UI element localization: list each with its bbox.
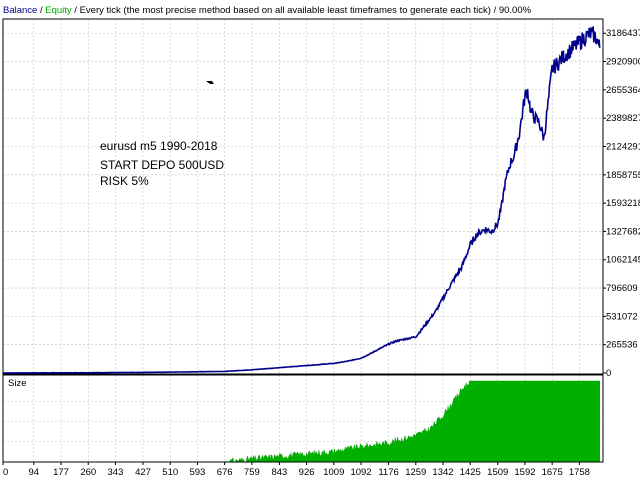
y-tick-label: 2124291 — [606, 141, 640, 152]
legend-description: / Every tick (the most precise method ba… — [72, 5, 532, 16]
x-tick-label: 1259 — [405, 467, 426, 478]
x-tick-label: 260 — [80, 467, 96, 478]
y-tick-label: 265536 — [606, 340, 638, 351]
annotation-line-1: eurusd m5 1990-2018 — [100, 139, 218, 153]
trade-marker-icon — [206, 81, 214, 84]
x-tick-label: 1342 — [432, 467, 453, 478]
x-axis: 0 94 177 260 343 427 510 593 676 759 843 926 1009 109… — [2, 462, 590, 478]
x-tick-label: 1425 — [460, 467, 481, 478]
y-tick-label: 796609 — [606, 283, 638, 294]
x-tick-label: 926 — [299, 467, 315, 478]
main-plot-frame — [2, 18, 604, 375]
legend-balance-label: Balance — [3, 5, 37, 16]
y-tick-label: 3186437 — [606, 28, 640, 39]
x-tick-label: 1509 — [487, 467, 508, 478]
x-tick-label: 0 — [3, 467, 8, 478]
x-tick-label: 1592 — [514, 467, 535, 478]
annotation-line-2: START DEPO 500USD — [100, 158, 224, 172]
legend-separator: / — [37, 5, 45, 16]
annotation-line-3: RISK 5% — [100, 174, 149, 188]
y-tick-label: 2920900 — [606, 57, 640, 68]
x-tick-label: 1092 — [350, 467, 371, 478]
x-tick-label: 759 — [244, 467, 260, 478]
main-y-axis: 0 265536 531072 796609 1062145 1327682 1593218… — [603, 28, 640, 379]
x-tick-label: 510 — [162, 467, 178, 478]
size-plot-frame — [2, 374, 604, 463]
balance-line — [3, 25, 601, 374]
x-tick-label: 1176 — [378, 467, 398, 478]
x-tick-label: 1009 — [323, 467, 344, 478]
x-tick-label: 427 — [135, 467, 151, 478]
x-tick-label: 177 — [53, 467, 69, 478]
y-tick-label: 2655364 — [606, 85, 640, 96]
x-tick-label: 676 — [217, 467, 233, 478]
x-tick-label: 593 — [189, 467, 205, 478]
x-tick-label: 1675 — [542, 467, 563, 478]
x-tick-label: 1758 — [569, 467, 590, 478]
y-tick-label: 1593218 — [606, 198, 640, 209]
x-tick-label: 94 — [29, 467, 40, 478]
y-tick-label: 0 — [606, 368, 611, 379]
legend-equity-label: Equity — [45, 5, 72, 16]
main-grid — [3, 19, 603, 374]
size-panel-title: Size — [8, 378, 26, 389]
y-tick-label: 531072 — [606, 311, 638, 322]
x-tick-label: 343 — [108, 467, 124, 478]
y-tick-label: 1327682 — [606, 226, 640, 237]
x-tick-label: 843 — [271, 467, 287, 478]
legend: Balance / Equity / Every tick (the most … — [3, 5, 532, 16]
y-tick-label: 2389827 — [606, 113, 640, 124]
y-tick-label: 1858755 — [606, 170, 640, 181]
y-tick-label: 1062145 — [606, 255, 640, 266]
